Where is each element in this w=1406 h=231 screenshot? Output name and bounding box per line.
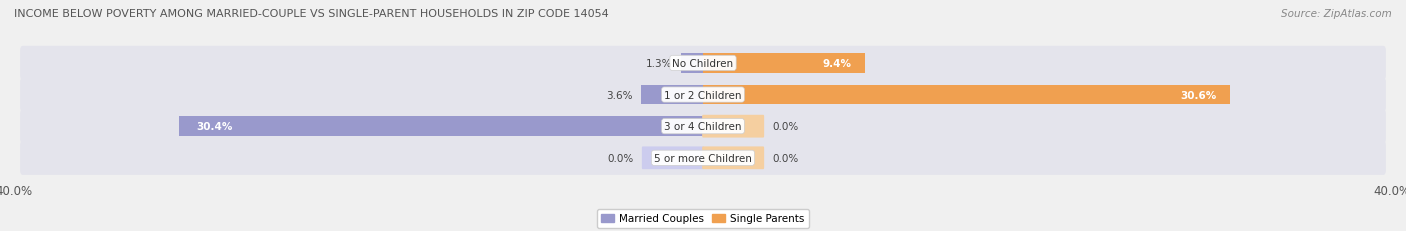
Text: Source: ZipAtlas.com: Source: ZipAtlas.com <box>1281 9 1392 19</box>
Text: 0.0%: 0.0% <box>772 153 799 163</box>
Text: 5 or more Children: 5 or more Children <box>654 153 752 163</box>
Text: 0.0%: 0.0% <box>607 153 634 163</box>
Text: 0.0%: 0.0% <box>772 122 799 132</box>
Text: 9.4%: 9.4% <box>823 59 851 69</box>
FancyBboxPatch shape <box>643 147 704 170</box>
Text: INCOME BELOW POVERTY AMONG MARRIED-COUPLE VS SINGLE-PARENT HOUSEHOLDS IN ZIP COD: INCOME BELOW POVERTY AMONG MARRIED-COUPL… <box>14 9 609 19</box>
Bar <box>703 85 1230 105</box>
Text: 30.6%: 30.6% <box>1180 90 1216 100</box>
FancyBboxPatch shape <box>702 115 763 138</box>
Legend: Married Couples, Single Parents: Married Couples, Single Parents <box>598 210 808 228</box>
FancyBboxPatch shape <box>20 78 1386 112</box>
Text: 1 or 2 Children: 1 or 2 Children <box>664 90 742 100</box>
Bar <box>641 85 703 105</box>
Bar <box>180 117 703 136</box>
FancyBboxPatch shape <box>702 147 763 170</box>
FancyBboxPatch shape <box>20 141 1386 175</box>
Text: 30.4%: 30.4% <box>197 122 233 132</box>
FancyBboxPatch shape <box>20 110 1386 144</box>
Text: 1.3%: 1.3% <box>645 59 672 69</box>
Text: 3.6%: 3.6% <box>606 90 633 100</box>
Text: 3 or 4 Children: 3 or 4 Children <box>664 122 742 132</box>
FancyBboxPatch shape <box>20 47 1386 81</box>
Bar <box>681 54 703 73</box>
Bar <box>703 54 865 73</box>
Text: No Children: No Children <box>672 59 734 69</box>
